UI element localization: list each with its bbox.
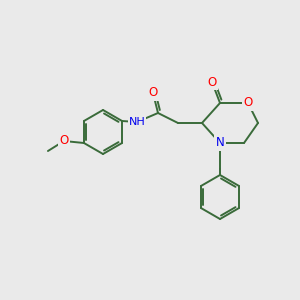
Text: O: O xyxy=(243,97,253,110)
Text: O: O xyxy=(148,86,158,100)
Text: NH: NH xyxy=(129,117,146,127)
Text: N: N xyxy=(216,136,224,149)
Text: O: O xyxy=(59,134,69,148)
Text: O: O xyxy=(207,76,217,88)
